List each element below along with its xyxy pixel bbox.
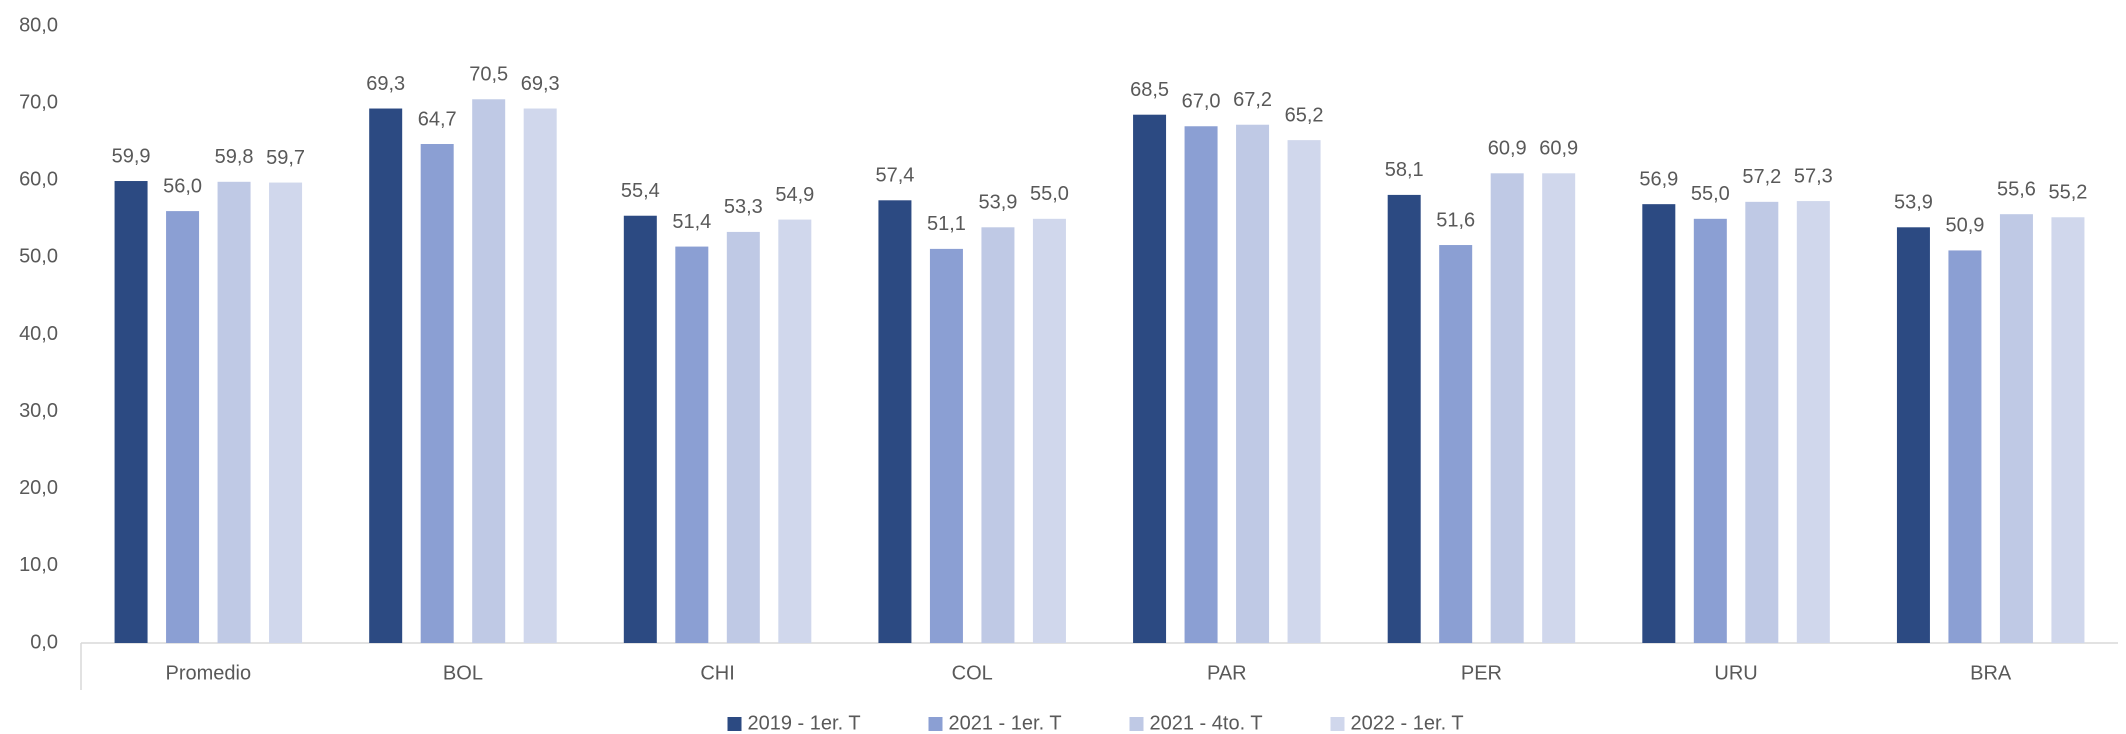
bar — [675, 246, 709, 643]
bar — [1796, 201, 1830, 644]
value-label: 51,4 — [672, 211, 711, 233]
value-label: 69,3 — [521, 73, 560, 95]
bar — [114, 181, 148, 644]
legend-label: 2022 - 1er. T — [1351, 712, 1464, 734]
value-label: 54,9 — [775, 184, 814, 206]
bar — [472, 99, 506, 644]
value-label: 57,3 — [1794, 165, 1833, 187]
bar — [523, 108, 557, 644]
bar — [929, 248, 963, 644]
x-tick-label: PAR — [1207, 662, 1247, 684]
value-label: 67,2 — [1233, 89, 1272, 111]
bar — [1948, 250, 1982, 643]
value-label: 59,7 — [266, 147, 305, 169]
bar — [1542, 173, 1576, 643]
value-label: 60,9 — [1488, 138, 1527, 160]
bar — [166, 211, 200, 643]
y-tick-label: 70,0 — [19, 91, 58, 113]
bar — [1184, 126, 1218, 643]
y-tick-label: 20,0 — [19, 477, 58, 499]
legend-label: 2019 - 1er. T — [748, 712, 861, 734]
bar — [1896, 227, 1930, 643]
value-label: 53,9 — [1894, 192, 1933, 214]
value-label: 59,8 — [215, 146, 254, 168]
value-label: 55,2 — [2048, 182, 2087, 204]
value-label: 55,0 — [1030, 183, 1069, 205]
bar — [1745, 201, 1779, 643]
bar — [420, 144, 454, 643]
value-label: 51,6 — [1436, 209, 1475, 231]
y-tick-label: 0,0 — [30, 631, 58, 653]
x-tick-label: Promedio — [166, 662, 252, 684]
x-tick-label: BRA — [1970, 662, 2012, 684]
bar — [1387, 194, 1421, 643]
bar — [1032, 218, 1066, 643]
x-tick-label: CHI — [700, 662, 734, 684]
bar — [1287, 140, 1321, 643]
bar — [726, 231, 760, 643]
value-label: 69,3 — [366, 73, 405, 95]
value-label: 55,4 — [621, 180, 660, 202]
bar — [778, 219, 812, 644]
legend-swatch — [928, 717, 943, 731]
value-label: 53,9 — [978, 192, 1017, 214]
value-label: 55,6 — [1997, 178, 2036, 200]
bar — [2051, 217, 2085, 643]
y-tick-label: 40,0 — [19, 323, 58, 345]
x-tick-label: URU — [1714, 662, 1757, 684]
value-label: 59,9 — [112, 145, 151, 167]
value-label: 56,9 — [1639, 168, 1678, 190]
value-label: 53,3 — [724, 196, 763, 218]
bar — [1439, 245, 1473, 643]
bar — [623, 215, 657, 644]
value-label: 55,0 — [1691, 183, 1730, 205]
legend-swatch — [1129, 717, 1144, 731]
legend-label: 2021 - 4to. T — [1150, 712, 1263, 734]
bar — [1999, 214, 2033, 643]
bar — [1693, 218, 1727, 643]
bar — [1490, 173, 1524, 643]
value-label: 70,5 — [469, 64, 508, 86]
y-tick-label: 30,0 — [19, 400, 58, 422]
bar — [878, 200, 912, 644]
bar — [217, 181, 251, 644]
x-tick-label: BOL — [443, 662, 483, 684]
bar — [369, 108, 403, 644]
value-label: 64,7 — [418, 108, 457, 130]
value-label: 57,4 — [875, 165, 914, 187]
value-label: 51,1 — [927, 213, 966, 235]
value-label: 65,2 — [1285, 104, 1324, 126]
legend-label: 2021 - 1er. T — [949, 712, 1062, 734]
value-label: 68,5 — [1130, 79, 1169, 101]
bar — [981, 227, 1015, 643]
y-tick-label: 80,0 — [19, 14, 58, 36]
value-label: 67,0 — [1182, 91, 1221, 113]
y-tick-label: 50,0 — [19, 246, 58, 268]
legend-swatch — [1330, 717, 1345, 731]
bar — [1133, 114, 1167, 644]
value-label: 50,9 — [1945, 215, 1984, 237]
x-tick-label: COL — [952, 662, 993, 684]
y-tick-label: 60,0 — [19, 169, 58, 191]
bar — [1642, 204, 1676, 643]
bar — [1236, 124, 1270, 644]
y-tick-label: 10,0 — [19, 554, 58, 576]
value-label: 56,0 — [163, 175, 202, 197]
value-label: 60,9 — [1539, 138, 1578, 160]
value-label: 58,1 — [1385, 159, 1424, 181]
value-label: 57,2 — [1742, 166, 1781, 188]
x-tick-label: PER — [1461, 662, 1502, 684]
bar — [269, 182, 303, 643]
legend-swatch — [727, 717, 742, 731]
